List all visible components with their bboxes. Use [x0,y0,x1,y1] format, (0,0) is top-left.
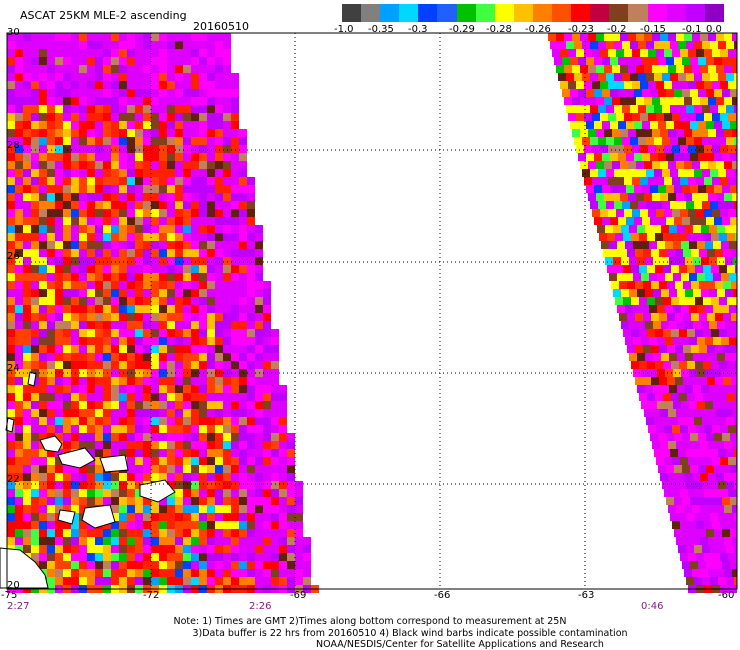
colorbar-label: -0.15 [640,24,666,35]
colorbar-swatch [361,4,381,22]
note-line-2: 3)Data buffer is 22 hrs from 20160510 4)… [192,628,628,639]
note-line-3: NOAA/NESDIS/Center for Satellite Applica… [316,639,604,650]
island-outline [139,479,176,503]
island-outline [99,454,129,473]
island-outline [57,447,96,469]
colorbar-swatch [380,4,400,22]
time-label-left: 2:27 [7,601,30,612]
lon-label-72: -72 [143,590,160,601]
colorbar-swatch [552,4,572,22]
time-label-mid: 2:26 [249,601,272,612]
colorbar-label: 0.0 [706,24,722,35]
lon-label-69: -69 [290,590,307,601]
colorbar-swatch [399,4,419,22]
map-title: ASCAT 25KM MLE-2 ascending [20,9,187,22]
colorbar-label: -0.35 [368,24,394,35]
island-outline [39,435,63,453]
colorbar-swatch [342,4,362,22]
cuba-outline [0,547,49,589]
colorbar-label: -0.1 [682,24,702,35]
colorbar-label: -0.28 [486,24,512,35]
coastlines [0,371,176,589]
colorbar-label: -0.26 [525,24,551,35]
colorbar-labels: -1.0 -0.35 -0.3 -0.29 -0.28 -0.26 -0.23 -0.2 -0.… [330,24,730,36]
island-outline [57,509,76,525]
colorbar-label: -0.3 [408,24,428,35]
lon-label-60: -60 [718,590,735,601]
island-outline [27,371,37,387]
lon-label-66: -66 [434,590,451,601]
plot-frame [6,32,738,590]
graticule [7,33,737,589]
lat-label-28: 28 [7,140,20,151]
colorbar-swatch [704,4,724,22]
data-swaths [7,33,737,593]
colorbar-label: -0.29 [449,24,475,35]
lat-label-24: 24 [7,363,20,374]
time-label-right: 0:46 [641,601,664,612]
colorbar-swatch [628,4,648,22]
note-line-1: Note: 1) Times are GMT 2)Times along bot… [173,616,567,627]
colorbar-swatch [418,4,438,22]
colorbar-swatch [609,4,629,22]
colorbar-swatch [513,4,533,22]
lon-label-75: -75 [1,590,18,601]
island-outline [81,504,116,529]
colorbar-swatch [532,4,553,22]
colorbar [342,4,724,22]
colorbar-swatch [475,4,495,22]
colorbar-swatch [590,4,610,22]
colorbar-swatch [456,4,476,22]
lat-label-22: 22 [7,474,20,485]
colorbar-swatch [494,4,514,22]
lon-label-63: -63 [578,590,595,601]
colorbar-label: -0.2 [607,24,627,35]
colorbar-label: -1.0 [334,24,354,35]
lat-label-30: 30 [7,27,20,38]
colorbar-label: -0.23 [568,24,594,35]
colorbar-swatch [571,4,591,22]
colorbar-swatch [666,4,686,22]
lat-label-20: 20 [7,580,20,591]
colorbar-swatch [685,4,705,22]
colorbar-swatch [647,4,667,22]
lat-label-26: 26 [7,251,20,262]
colorbar-swatch [437,4,457,22]
map-date: 20160510 [193,20,249,33]
